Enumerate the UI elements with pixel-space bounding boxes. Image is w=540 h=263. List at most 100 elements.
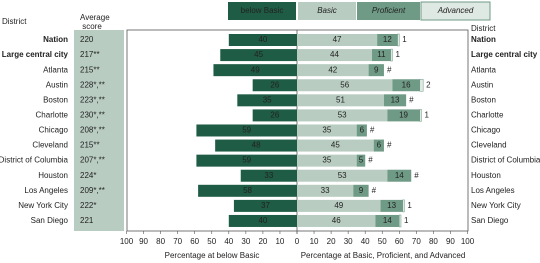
score: 215** <box>80 141 100 150</box>
data-label: 1 <box>402 35 407 44</box>
data-label: 45 <box>331 141 340 150</box>
x-tick-label: 20 <box>258 237 267 246</box>
district-label: New York City <box>471 201 521 210</box>
data-label: # <box>387 141 392 150</box>
data-label: 13 <box>387 201 396 210</box>
data-label: # <box>372 186 377 195</box>
district-label: Boston <box>471 95 496 104</box>
x-tick-label: 70 <box>173 237 182 246</box>
district-label: San Diego <box>471 216 509 225</box>
data-label: 40 <box>258 35 267 44</box>
score: 224* <box>80 171 96 180</box>
bar <box>383 94 407 107</box>
bar <box>372 49 391 62</box>
data-label: 16 <box>402 80 411 89</box>
x-tick-label: 30 <box>344 237 353 246</box>
bar <box>392 79 420 92</box>
bar <box>387 109 420 122</box>
legend-label: Advanced <box>437 6 474 15</box>
x-tick-label: 30 <box>241 237 250 246</box>
x-tick-label: 60 <box>395 237 404 246</box>
data-label: 9 <box>374 65 379 74</box>
legend-label: Proficient <box>372 6 406 15</box>
score: 220 <box>80 35 94 44</box>
district-label: Chicago <box>471 126 501 135</box>
score: 223*,** <box>80 95 105 104</box>
bar <box>397 33 400 47</box>
district-label: Boston <box>43 95 68 104</box>
bar <box>297 64 369 77</box>
data-label: 48 <box>252 141 261 150</box>
score: 222* <box>80 201 96 210</box>
header: District <box>2 17 27 26</box>
x-tick-label: 0 <box>295 237 300 246</box>
district-label: District of Columbia <box>471 156 540 165</box>
bar <box>297 109 388 122</box>
data-label: 59 <box>242 156 251 165</box>
score: 209*,** <box>80 186 105 195</box>
plot-frame <box>126 29 469 232</box>
x-tick-label: 60 <box>190 237 199 246</box>
score: 207*,** <box>80 156 105 165</box>
data-label: 1 <box>395 50 400 59</box>
data-label: 59 <box>242 126 251 135</box>
data-label: # <box>387 65 392 74</box>
x-tick-label: 10 <box>275 237 284 246</box>
district-label: Charlotte <box>36 111 69 120</box>
bar <box>252 109 297 122</box>
data-label: 45 <box>254 50 263 59</box>
bar <box>196 154 297 167</box>
data-label: # <box>368 156 373 165</box>
district-label: Atlanta <box>471 65 496 74</box>
data-label: 35 <box>263 95 272 104</box>
data-label: 11 <box>377 50 386 59</box>
district-label: Large central city <box>2 50 69 59</box>
legend-swatch <box>420 1 491 21</box>
axis-title: Percentage at below Basic <box>165 251 260 260</box>
data-label: 53 <box>338 171 347 180</box>
bar <box>213 64 297 77</box>
x-tick-label: 50 <box>378 237 387 246</box>
axis-title: Percentage at Basic, Proficient, and Adv… <box>301 251 466 260</box>
x-tick-label: 100 <box>461 237 475 246</box>
x-tick-label: 70 <box>412 237 421 246</box>
bar <box>297 154 357 167</box>
data-label: 1 <box>404 216 409 225</box>
legend-swatch <box>357 2 420 20</box>
bar <box>297 169 388 182</box>
legend-label: below Basic <box>241 6 284 15</box>
bar <box>252 79 297 92</box>
bar <box>375 214 400 227</box>
legend-swatch <box>228 2 296 20</box>
bar <box>297 34 378 46</box>
bar <box>368 64 384 77</box>
district-label: Charlotte <box>471 111 504 120</box>
district-label: Houston <box>471 171 501 180</box>
data-label: 35 <box>322 156 331 165</box>
data-label: 1 <box>424 111 429 120</box>
bar <box>297 124 357 137</box>
bar <box>373 139 384 152</box>
score: 208*,** <box>80 126 105 135</box>
bar <box>419 78 424 92</box>
bar <box>297 214 376 227</box>
data-label: 58 <box>243 186 252 195</box>
bar <box>240 169 297 182</box>
bar <box>399 214 402 228</box>
x-tick-label: 10 <box>310 237 319 246</box>
data-label: 51 <box>336 95 345 104</box>
bar <box>297 139 374 152</box>
bar <box>402 199 405 213</box>
bar <box>220 49 297 62</box>
bar <box>387 169 412 182</box>
bar <box>228 34 297 46</box>
data-label: 35 <box>322 126 331 135</box>
district-label: District of Columbia <box>0 156 69 165</box>
bar <box>297 79 393 92</box>
x-tick-label: 90 <box>139 237 148 246</box>
district-label: Houston <box>38 171 68 180</box>
data-label: # <box>414 171 419 180</box>
x-tick-label: 20 <box>327 237 336 246</box>
bar <box>297 184 354 197</box>
